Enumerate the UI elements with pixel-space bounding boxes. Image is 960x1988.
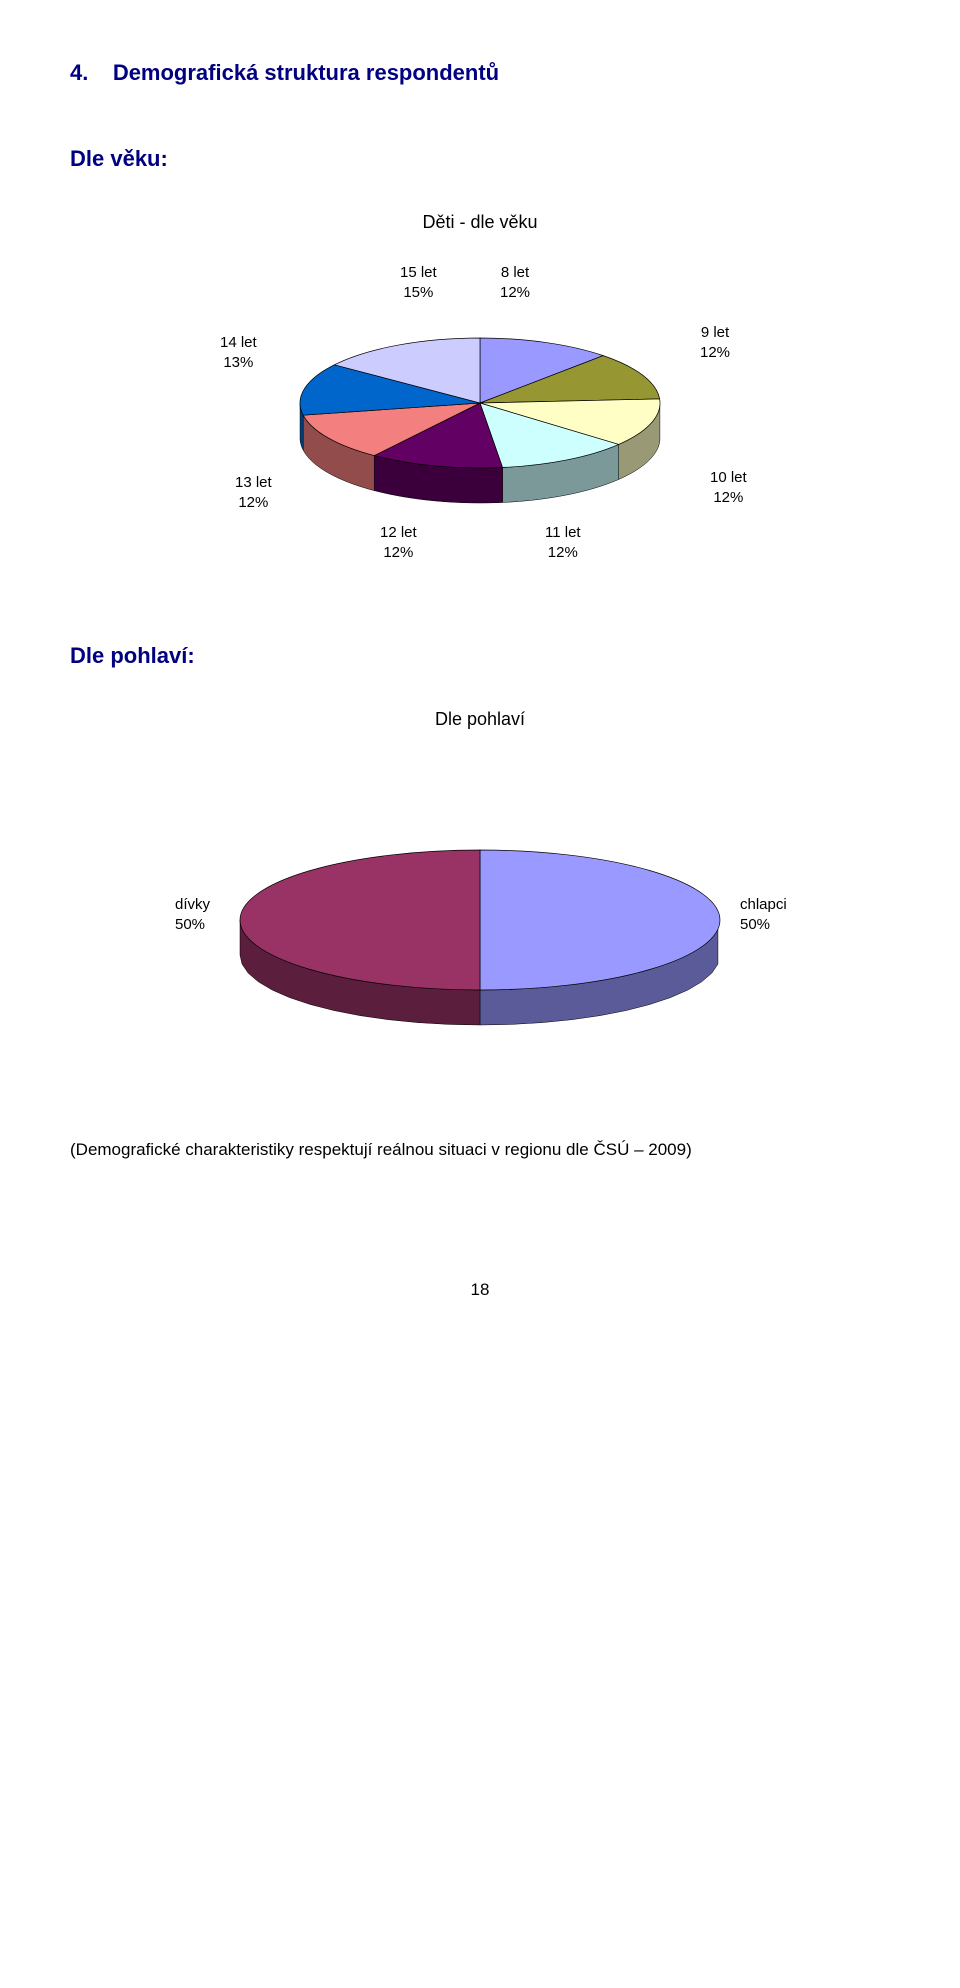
footnote: (Demografické charakteristiky respektují… — [70, 1140, 890, 1160]
pie-svg-age — [70, 263, 890, 583]
label-14let: 14 let 13% — [220, 333, 257, 372]
gender-pie-chart: dívky 50% chlapci 50% — [70, 760, 890, 1080]
age-pie-chart: 8 let 12% 9 let 12% 10 let 12% 11 let 12… — [70, 263, 890, 583]
label-divky: dívky 50% — [175, 895, 210, 934]
chart1-title: Děti - dle věku — [70, 212, 890, 233]
label-10let: 10 let 12% — [710, 468, 747, 507]
section-heading: 4. Demografická struktura respondentů — [70, 60, 890, 86]
label-8let: 8 let 12% — [500, 263, 530, 302]
label-15let: 15 let 15% — [400, 263, 437, 302]
label-12let: 12 let 12% — [380, 523, 417, 562]
subsection-gender: Dle pohlaví: — [70, 643, 890, 669]
label-13let: 13 let 12% — [235, 473, 272, 512]
heading-text: Demografická struktura respondentů — [113, 60, 499, 85]
label-11let: 11 let 12% — [545, 523, 581, 562]
label-chlapci: chlapci 50% — [740, 895, 787, 934]
page-number: 18 — [70, 1280, 890, 1300]
chart2-title: Dle pohlaví — [70, 709, 890, 730]
heading-number: 4. — [70, 60, 88, 85]
label-9let: 9 let 12% — [700, 323, 730, 362]
subsection-age: Dle věku: — [70, 146, 890, 172]
